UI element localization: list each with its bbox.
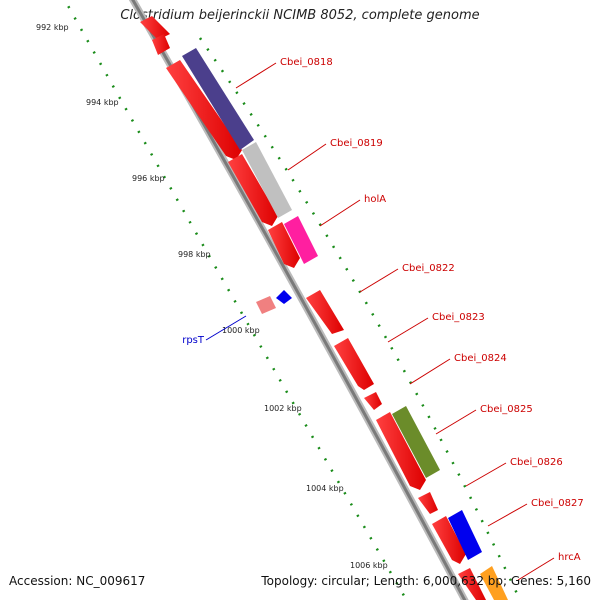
cds-block (418, 492, 438, 514)
cog-block-cbei-0825 (392, 406, 440, 478)
cog-block-cbei-0818 (182, 48, 254, 150)
cds-block (306, 290, 344, 334)
gene-label: Cbei_0819 (330, 138, 383, 149)
gene-label: Cbei_0822 (402, 263, 455, 274)
gene-label: Cbei_0826 (510, 457, 563, 468)
tick-label: 998 kbp (178, 250, 211, 259)
cog-block-hrca (480, 566, 508, 600)
gene-label: Cbei_0824 (454, 353, 507, 364)
cds-block (334, 338, 374, 390)
tick-rings (63, 0, 522, 600)
cds-track (140, 16, 486, 600)
gene-label: hrcA (558, 552, 581, 563)
gene-leader-line (517, 557, 555, 581)
gene-leader-line (409, 358, 451, 385)
gene-labels: Cbei_0818 Cbei_0819 holA Cbei_0822 Cbei_0823… (182, 57, 584, 581)
gene-leader-line (287, 143, 327, 171)
tick-label: 1000 kbp (222, 326, 260, 335)
gene-label: Cbei_0825 (480, 404, 533, 415)
cds-block-rpst (256, 296, 276, 314)
cds-block (376, 412, 426, 490)
gene-leader-line (387, 317, 429, 343)
gene-leader-line (235, 62, 277, 89)
accession-text: Accession: NC_009617 (9, 574, 146, 588)
inner-dotted-ring (63, 0, 408, 600)
gene-label: Cbei_0818 (280, 57, 333, 68)
cog-block-cbei-0819 (242, 142, 292, 218)
tick-labels: 992 kbp 994 kbp 996 kbp 998 kbp 1000 kbp 1002… (36, 23, 388, 570)
cds-block (228, 154, 278, 226)
cds-block (152, 34, 170, 55)
map-title: Clostridium beijerinckii NCIMB 8052, com… (120, 8, 480, 23)
gene-label: holA (364, 194, 386, 205)
tick-label: 1002 kbp (264, 404, 302, 413)
cds-block (458, 568, 486, 600)
gene-leader-line (435, 409, 477, 435)
gene-label: Cbei_0823 (432, 312, 485, 323)
gene-label: rpsT (182, 335, 205, 346)
cog-track (182, 48, 508, 600)
cog-block-rpst (276, 290, 292, 304)
gene-leader-line (359, 268, 399, 293)
tick-label: 996 kbp (132, 174, 165, 183)
tick-label: 1006 kbp (350, 561, 388, 570)
gene-leader-line (465, 462, 507, 487)
tick-label: 1004 kbp (306, 484, 344, 493)
cds-block (364, 392, 382, 410)
cog-block-hola (284, 216, 318, 264)
tick-label: 992 kbp (36, 23, 69, 32)
gene-label: Cbei_0827 (531, 498, 584, 509)
rpst-features (256, 290, 292, 314)
gene-leader-line (205, 315, 247, 341)
gene-leader-line (487, 503, 528, 527)
cds-block (140, 16, 170, 40)
tick-label: 994 kbp (86, 98, 119, 107)
cog-block-cbei-0827 (448, 510, 482, 560)
cds-block (166, 60, 242, 160)
gene-leader-line (319, 199, 361, 227)
cds-block (268, 222, 300, 268)
cds-block (432, 516, 466, 564)
topology-stats-text: Topology: circular; Length: 6,000,632 bp… (261, 574, 591, 588)
